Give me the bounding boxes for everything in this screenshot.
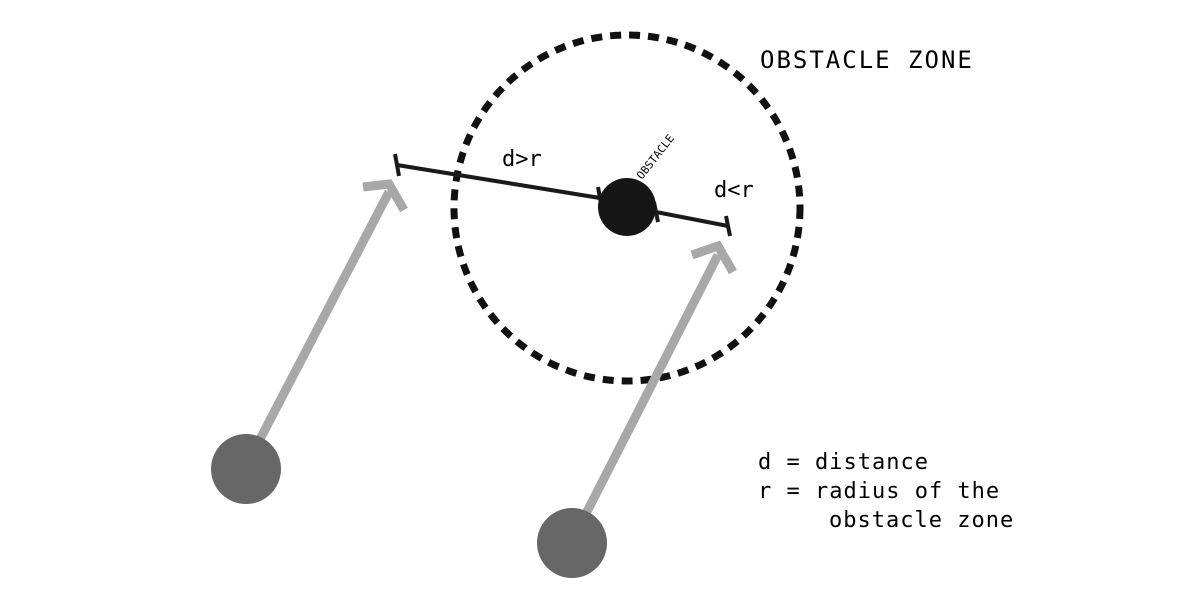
distance-label-near: d<r xyxy=(714,178,754,203)
obstacle-label: OBSTACLE xyxy=(634,132,677,182)
agent-left xyxy=(211,434,281,504)
obstacle-zone-ring xyxy=(450,31,804,385)
trajectory-arrow-left xyxy=(242,179,408,469)
agent-right xyxy=(537,508,607,578)
distance-measure-near xyxy=(652,201,732,237)
distance-measure-far xyxy=(393,153,604,210)
trajectory-arrow-right xyxy=(567,240,737,544)
legend-line-distance: d = distance xyxy=(758,450,929,475)
obstacle xyxy=(598,178,656,236)
legend-line-zone: obstacle zone xyxy=(829,508,1014,533)
obstacle-zone-label: OBSTACLE ZONE xyxy=(760,46,974,74)
distance-label-far: d>r xyxy=(502,147,542,172)
legend: d = distance r = radius of the obstacle … xyxy=(758,450,1014,533)
legend-line-radius: r = radius of the xyxy=(758,479,1000,504)
